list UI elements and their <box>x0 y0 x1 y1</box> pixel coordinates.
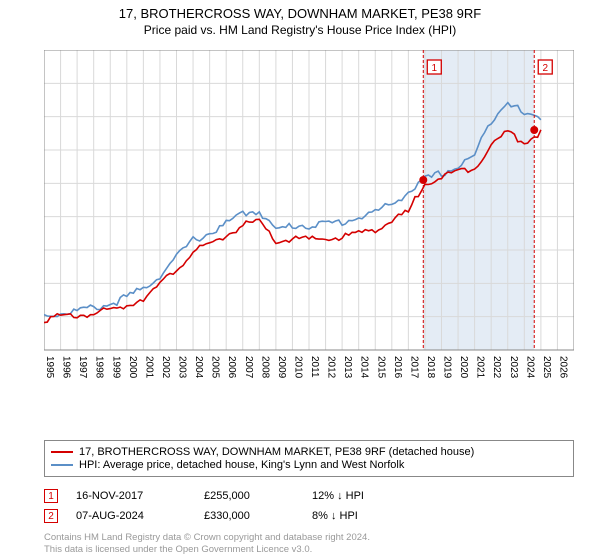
svg-text:2026: 2026 <box>557 356 568 379</box>
svg-text:2022: 2022 <box>491 356 502 379</box>
legend-box: 17, BROTHERCROSS WAY, DOWNHAM MARKET, PE… <box>44 440 574 477</box>
svg-text:2025: 2025 <box>541 356 552 379</box>
svg-text:2004: 2004 <box>193 356 204 379</box>
footer-line1: Contains HM Land Registry data © Crown c… <box>44 532 370 544</box>
svg-text:1996: 1996 <box>61 356 72 379</box>
svg-text:1999: 1999 <box>110 356 121 379</box>
svg-text:2015: 2015 <box>375 356 386 379</box>
title-line2: Price paid vs. HM Land Registry's House … <box>0 23 600 37</box>
svg-text:1998: 1998 <box>94 356 105 379</box>
sale-price-2: £330,000 <box>204 510 294 522</box>
sale-row-2: 2 07-AUG-2024 £330,000 8% ↓ HPI <box>44 506 574 526</box>
chart-svg: £0£50K£100K£150K£200K£250K£300K£350K£400… <box>44 50 574 390</box>
svg-text:2: 2 <box>542 63 548 74</box>
svg-text:2019: 2019 <box>442 356 453 379</box>
svg-text:2017: 2017 <box>408 356 419 379</box>
footer-line2: This data is licensed under the Open Gov… <box>44 544 370 556</box>
svg-text:1: 1 <box>432 63 438 74</box>
svg-text:2003: 2003 <box>177 356 188 379</box>
sale-row-1: 1 16-NOV-2017 £255,000 12% ↓ HPI <box>44 486 574 506</box>
title-line1: 17, BROTHERCROSS WAY, DOWNHAM MARKET, PE… <box>0 6 600 21</box>
sales-table: 1 16-NOV-2017 £255,000 12% ↓ HPI 2 07-AU… <box>44 486 574 526</box>
svg-text:2018: 2018 <box>425 356 436 379</box>
chart-area: £0£50K£100K£150K£200K£250K£300K£350K£400… <box>44 50 574 390</box>
svg-text:2011: 2011 <box>309 356 320 378</box>
svg-text:2006: 2006 <box>226 356 237 379</box>
svg-text:2013: 2013 <box>342 356 353 379</box>
svg-text:2024: 2024 <box>524 356 535 379</box>
footer: Contains HM Land Registry data © Crown c… <box>44 532 370 556</box>
svg-text:2014: 2014 <box>359 356 370 379</box>
sale-marker-1: 1 <box>44 489 58 503</box>
legend-row: HPI: Average price, detached house, King… <box>51 459 567 471</box>
svg-text:2000: 2000 <box>127 356 138 379</box>
legend-label-1: HPI: Average price, detached house, King… <box>79 459 404 471</box>
sale-marker-2: 2 <box>44 509 58 523</box>
svg-text:2021: 2021 <box>475 356 486 379</box>
svg-text:1995: 1995 <box>44 356 55 379</box>
legend-row: 17, BROTHERCROSS WAY, DOWNHAM MARKET, PE… <box>51 446 567 458</box>
svg-text:2007: 2007 <box>243 356 254 379</box>
sale-price-1: £255,000 <box>204 490 294 502</box>
svg-text:2008: 2008 <box>259 356 270 379</box>
legend-swatch-0 <box>51 451 73 453</box>
sale-pct-1: 12% ↓ HPI <box>312 490 412 502</box>
svg-text:2020: 2020 <box>458 356 469 379</box>
legend-label-0: 17, BROTHERCROSS WAY, DOWNHAM MARKET, PE… <box>79 446 474 458</box>
svg-text:2016: 2016 <box>392 356 403 379</box>
svg-text:2012: 2012 <box>326 356 337 379</box>
svg-text:2001: 2001 <box>143 356 154 379</box>
sale-date-2: 07-AUG-2024 <box>76 510 186 522</box>
title-block: 17, BROTHERCROSS WAY, DOWNHAM MARKET, PE… <box>0 0 600 37</box>
svg-text:2010: 2010 <box>292 356 303 379</box>
sale-date-1: 16-NOV-2017 <box>76 490 186 502</box>
svg-text:2002: 2002 <box>160 356 171 379</box>
svg-text:2009: 2009 <box>276 356 287 379</box>
legend-swatch-1 <box>51 464 73 466</box>
svg-text:2005: 2005 <box>210 356 221 379</box>
svg-text:2023: 2023 <box>508 356 519 379</box>
svg-text:1997: 1997 <box>77 356 88 379</box>
sale-pct-2: 8% ↓ HPI <box>312 510 412 522</box>
chart-container: 17, BROTHERCROSS WAY, DOWNHAM MARKET, PE… <box>0 0 600 560</box>
